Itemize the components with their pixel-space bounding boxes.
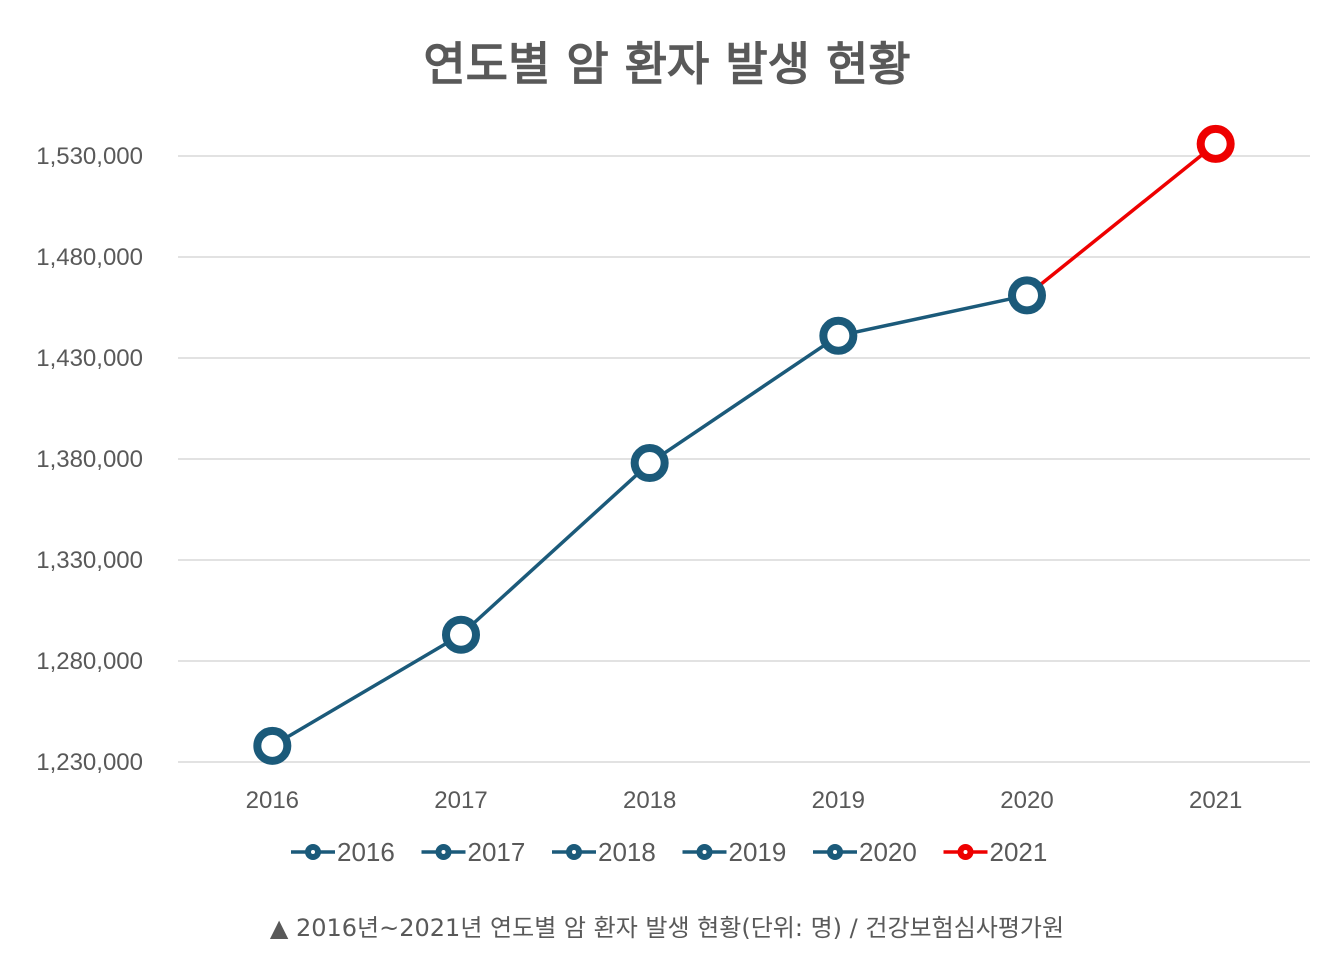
series-segment [648,334,840,465]
gridlines [178,155,1310,763]
series-segment [837,293,1028,338]
legend-label: 2018 [598,837,656,867]
legend-marker-center [833,850,837,854]
x-tick-label: 2021 [1189,787,1242,814]
legend-marker-center [441,850,446,854]
data-point [819,316,858,355]
series-points [253,124,1235,765]
x-axis-ticks: 2016 2017 2018 2019 2020 2021 [246,787,1243,814]
legend: 2016 2017 2018 2019 2020 2021 [291,837,1047,867]
legend-marker-center [311,850,315,854]
x-tick-label: 2017 [434,787,487,814]
x-tick-label: 2019 [812,787,865,814]
data-point [253,726,292,765]
chart-caption: ▲ 2016년~2021년 연도별 암 환자 발생 현황(단위: 명) / 건강… [270,914,1064,942]
x-tick-label: 2016 [246,787,299,814]
y-tick-label: 1,430,000 [36,345,143,372]
data-point [630,444,669,483]
x-tick-label: 2020 [1000,787,1053,814]
x-tick-label: 2018 [623,787,676,814]
y-tick-label: 1,280,000 [36,648,143,675]
legend-label: 2020 [859,837,917,867]
y-tick-label: 1,480,000 [36,244,143,271]
y-tick-label: 1,230,000 [36,749,143,776]
series-segment [271,633,462,748]
chart-title: 연도별 암 환자 발생 현황 [423,37,910,91]
legend-label: 2017 [468,837,526,867]
series-segment [1025,142,1217,297]
y-tick-label: 1,530,000 [36,143,143,170]
data-point [442,615,480,654]
legend-marker-center [572,850,576,854]
data-point [1008,276,1046,315]
y-tick-label: 1,380,000 [36,446,143,473]
legend-label: 2016 [337,837,395,867]
y-tick-label: 1,330,000 [36,547,143,574]
legend-label: 2019 [729,837,787,867]
series-lines [271,142,1217,748]
series-segment [459,461,651,637]
y-axis-ticks: 1,230,000 1,280,000 1,330,000 1,380,000 1,43… [36,143,143,776]
legend-marker-center [702,850,707,854]
legend-label: 2021 [990,837,1048,867]
data-point [1196,124,1235,163]
legend-marker-center [963,850,968,854]
